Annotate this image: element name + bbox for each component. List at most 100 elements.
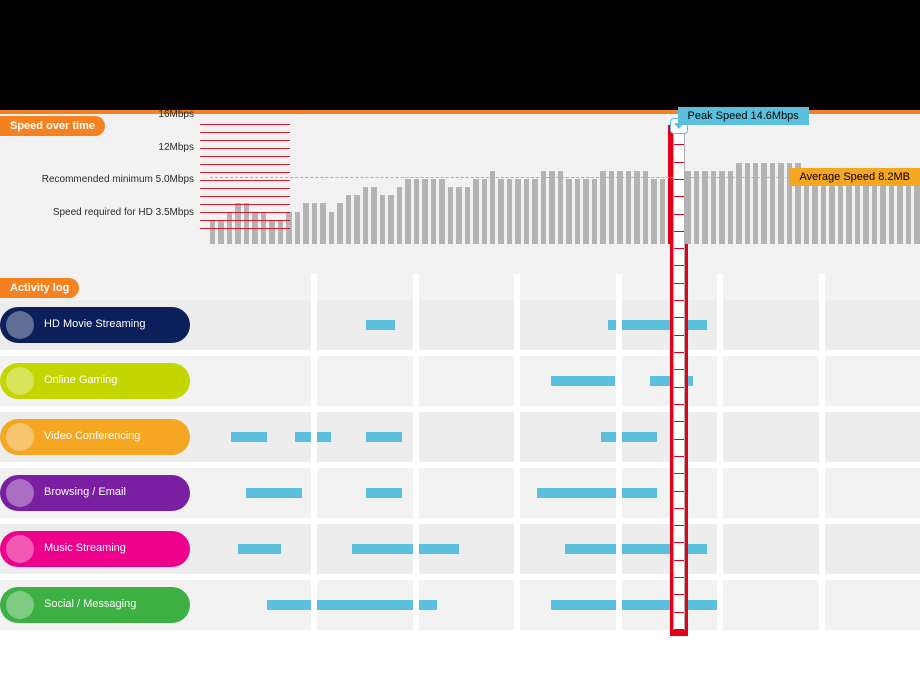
speed-bar <box>651 179 656 244</box>
speed-bar <box>634 171 639 244</box>
y-tick-label: 12Mbps <box>158 142 194 153</box>
activity-row-browsing: Browsing / Email <box>0 468 920 524</box>
speed-bar <box>320 203 325 244</box>
header-block <box>0 0 920 110</box>
speed-bar <box>880 179 885 244</box>
speed-bar <box>405 179 410 244</box>
activity-segment <box>366 432 402 442</box>
dashboard-root: Speed over time 16Mbps 12Mbps Recommended … <box>0 0 920 636</box>
speed-bar <box>906 179 911 244</box>
speed-bar <box>346 195 351 244</box>
y-tick-label: Recommended minimum 5.0Mbps <box>42 174 194 185</box>
activity-pill-music: Music Streaming <box>0 531 190 567</box>
speed-bar <box>711 171 716 244</box>
speed-bar <box>532 179 537 244</box>
speed-bar <box>490 171 495 244</box>
red-hatch-decoration <box>200 124 290 234</box>
speed-bar <box>617 171 622 244</box>
speed-bar <box>728 171 733 244</box>
speed-bar <box>626 171 631 244</box>
speed-bar <box>855 179 860 244</box>
activity-segment <box>601 432 658 442</box>
speed-bar <box>388 195 393 244</box>
speed-bar <box>838 179 843 244</box>
activity-label-wrap: Music Streaming <box>0 524 210 574</box>
activity-pill-browsing: Browsing / Email <box>0 475 190 511</box>
speed-bar <box>329 212 334 245</box>
speed-bar <box>337 203 342 244</box>
activity-pill-social: Social / Messaging <box>0 587 190 623</box>
section-tab-speed: Speed over time <box>0 116 105 136</box>
speed-bar <box>397 187 402 244</box>
activity-segment <box>366 320 394 330</box>
activity-label: Video Conferencing <box>44 430 140 443</box>
speed-bar <box>515 179 520 244</box>
activity-label: Online Gaming <box>44 374 117 387</box>
speed-bar <box>354 195 359 244</box>
speed-bar <box>549 171 554 244</box>
activity-segment <box>551 600 721 610</box>
activity-label: Music Streaming <box>44 542 126 555</box>
y-tick-label: 16Mbps <box>158 109 194 120</box>
speed-bar <box>846 179 851 244</box>
activity-label: HD Movie Streaming <box>44 318 145 331</box>
speed-bar <box>770 163 775 244</box>
speed-bar <box>371 187 376 244</box>
avg-speed-label: Average Speed 8.2MB <box>790 168 920 186</box>
activity-track <box>210 412 920 462</box>
speed-bar <box>660 179 665 244</box>
activity-segment <box>267 600 437 610</box>
activity-label-wrap: Social / Messaging <box>0 580 210 630</box>
speed-bar <box>439 179 444 244</box>
speed-bar <box>643 171 648 244</box>
speed-bar <box>694 171 699 244</box>
speed-bar <box>414 179 419 244</box>
speed-bar <box>507 179 512 244</box>
speed-bar <box>465 187 470 244</box>
browsing-icon <box>6 479 34 507</box>
speed-bar <box>889 179 894 244</box>
activity-row-video: Video Conferencing <box>0 412 920 468</box>
activity-label-wrap: Online Gaming <box>0 356 210 406</box>
music-icon <box>6 535 34 563</box>
speed-bar <box>448 187 453 244</box>
speed-bar <box>600 171 605 244</box>
speed-bar <box>592 179 597 244</box>
speed-bar <box>498 179 503 244</box>
activity-segment <box>231 432 267 442</box>
activity-label: Social / Messaging <box>44 598 136 611</box>
activity-label-wrap: Video Conferencing <box>0 412 210 462</box>
speed-bar <box>863 179 868 244</box>
speed-bar <box>685 171 690 244</box>
speed-bar <box>431 179 436 244</box>
y-tick-label: Speed required for HD 3.5Mbps <box>53 207 194 218</box>
peak-speed-label: Peak Speed 14.6Mbps <box>678 107 809 125</box>
speed-bar <box>363 187 368 244</box>
activity-track <box>210 300 920 350</box>
activity-segment <box>352 544 459 554</box>
speed-bar <box>575 179 580 244</box>
activity-segment <box>537 488 658 498</box>
speed-bar <box>312 203 317 244</box>
activity-label-wrap: HD Movie Streaming <box>0 300 210 350</box>
activity-label: Browsing / Email <box>44 486 126 499</box>
speed-chart-area: Speed over time 16Mbps12MbpsRecommended … <box>0 114 920 274</box>
activity-segment <box>366 488 402 498</box>
speed-bar <box>482 179 487 244</box>
activity-header-gap <box>0 274 920 300</box>
activity-pill-gaming: Online Gaming <box>0 363 190 399</box>
speed-bar <box>872 179 877 244</box>
speed-bar <box>753 163 758 244</box>
activity-segment <box>295 432 331 442</box>
social-icon <box>6 591 34 619</box>
time-scrubber[interactable] <box>673 126 685 630</box>
speed-bar <box>473 179 478 244</box>
speed-bar <box>778 163 783 244</box>
speed-bar <box>295 212 300 245</box>
activity-rows: HD Movie Streaming Online Gaming Video Con… <box>0 300 920 636</box>
speed-bar <box>583 179 588 244</box>
video-icon <box>6 423 34 451</box>
speed-bar <box>566 179 571 244</box>
activity-track <box>210 356 920 406</box>
speed-bar <box>456 187 461 244</box>
